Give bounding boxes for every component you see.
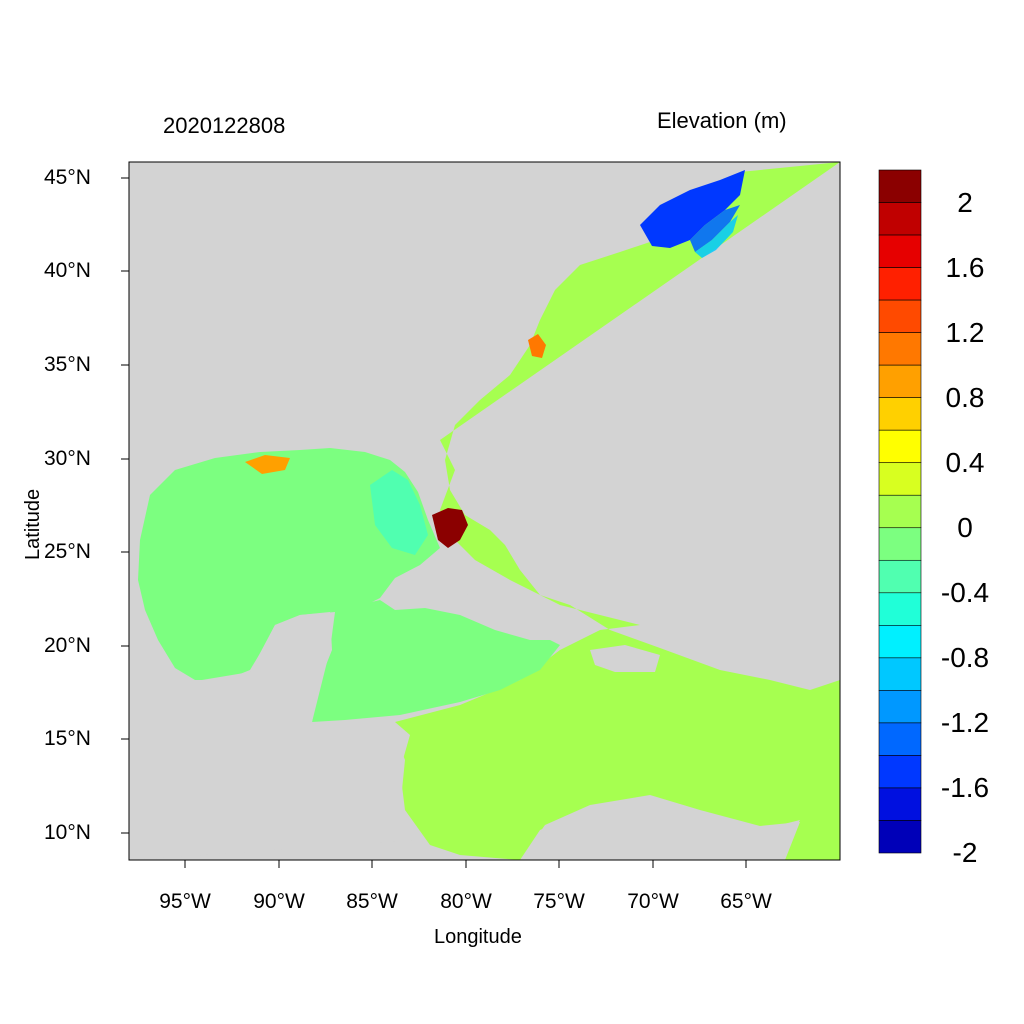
x-tick-marks <box>184 860 747 868</box>
colorbar-label: -2 <box>952 837 978 868</box>
variable-label: Elevation (m) <box>657 108 787 133</box>
x-tick-label: 75°W <box>533 890 585 913</box>
colorbar-label: 0.4 <box>945 446 985 478</box>
colorbar-swatch <box>878 202 922 236</box>
colorbar-swatch <box>878 592 922 626</box>
colorbar-swatch <box>878 397 922 431</box>
x-tick-label: 90°W <box>253 890 305 913</box>
colorbar-swatch <box>878 462 922 496</box>
x-tick-label: 85°W <box>346 890 398 913</box>
y-tick-label: 10°N <box>44 821 91 844</box>
colorbar-swatch <box>878 690 922 724</box>
y-tick-label: 40°N <box>44 259 91 282</box>
west-florida-shelf <box>370 470 428 555</box>
colorbar-swatch <box>878 625 922 659</box>
colorbar-label: 1.6 <box>945 251 985 283</box>
colorbar-swatch <box>878 169 922 203</box>
colorbar-label: 0.8 <box>945 381 985 413</box>
gulf-of-maine-low <box>640 170 745 248</box>
colorbar-label: -1.2 <box>940 706 990 738</box>
colorbar-label: 1.2 <box>945 316 985 348</box>
x-tick-label: 65°W <box>720 890 772 913</box>
central-america-land <box>129 612 420 860</box>
south-florida-surge <box>432 508 468 548</box>
y-tick-label: 25°N <box>44 540 91 563</box>
x-tick-label: 70°W <box>627 890 679 913</box>
y-tick-label: 30°N <box>44 447 91 470</box>
gulf-of-maine-ring1 <box>690 205 740 252</box>
hispaniola-island <box>590 645 660 672</box>
colorbar-swatch <box>878 755 922 789</box>
colorbar-label: -1.6 <box>940 771 990 803</box>
cuba-island <box>380 590 555 640</box>
cape-hatteras-surge <box>528 334 546 358</box>
y-tick-marks <box>121 177 129 834</box>
colorbar-swatch <box>878 234 922 268</box>
colorbar-swatch <box>878 267 922 301</box>
map-plot-area <box>129 162 840 860</box>
date-label: 2020122808 <box>163 113 286 138</box>
y-tick-label: 15°N <box>44 727 91 750</box>
south-america-land <box>520 795 800 860</box>
y-tick-label: 35°N <box>44 353 91 376</box>
colorbar-swatch <box>878 722 922 756</box>
atlantic-ocean <box>395 162 840 860</box>
colorbar-swatch <box>878 787 922 821</box>
louisiana-coast-surge <box>245 455 290 474</box>
y-axis-label: Latitude <box>22 488 44 560</box>
gulf-of-mexico <box>138 448 440 680</box>
map-frame <box>128 161 841 861</box>
gulf-of-maine-ring2 <box>695 215 738 258</box>
colorbar-swatch <box>878 332 922 366</box>
colorbar <box>878 169 922 854</box>
x-axis-label: Longitude <box>434 926 522 948</box>
x-tick-label: 80°W <box>440 890 492 913</box>
colorbar-swatch <box>878 527 922 561</box>
colorbar-swatch <box>878 429 922 464</box>
y-tick-label: 20°N <box>44 634 91 657</box>
colorbar-swatch <box>878 559 922 594</box>
colorbar-swatch <box>878 820 922 854</box>
colorbar-label: 2 <box>957 186 973 218</box>
colorbar-swatch <box>878 657 922 691</box>
colorbar-swatch <box>878 299 922 333</box>
colorbar-label: 0 <box>957 511 973 543</box>
y-tick-label: 45°N <box>44 166 91 189</box>
colorbar-label: -0.8 <box>940 641 990 673</box>
colorbar-swatch <box>878 494 922 529</box>
colorbar-swatch <box>878 364 922 398</box>
colorbar-label: -0.4 <box>940 576 990 608</box>
x-tick-label: 95°W <box>159 890 211 913</box>
